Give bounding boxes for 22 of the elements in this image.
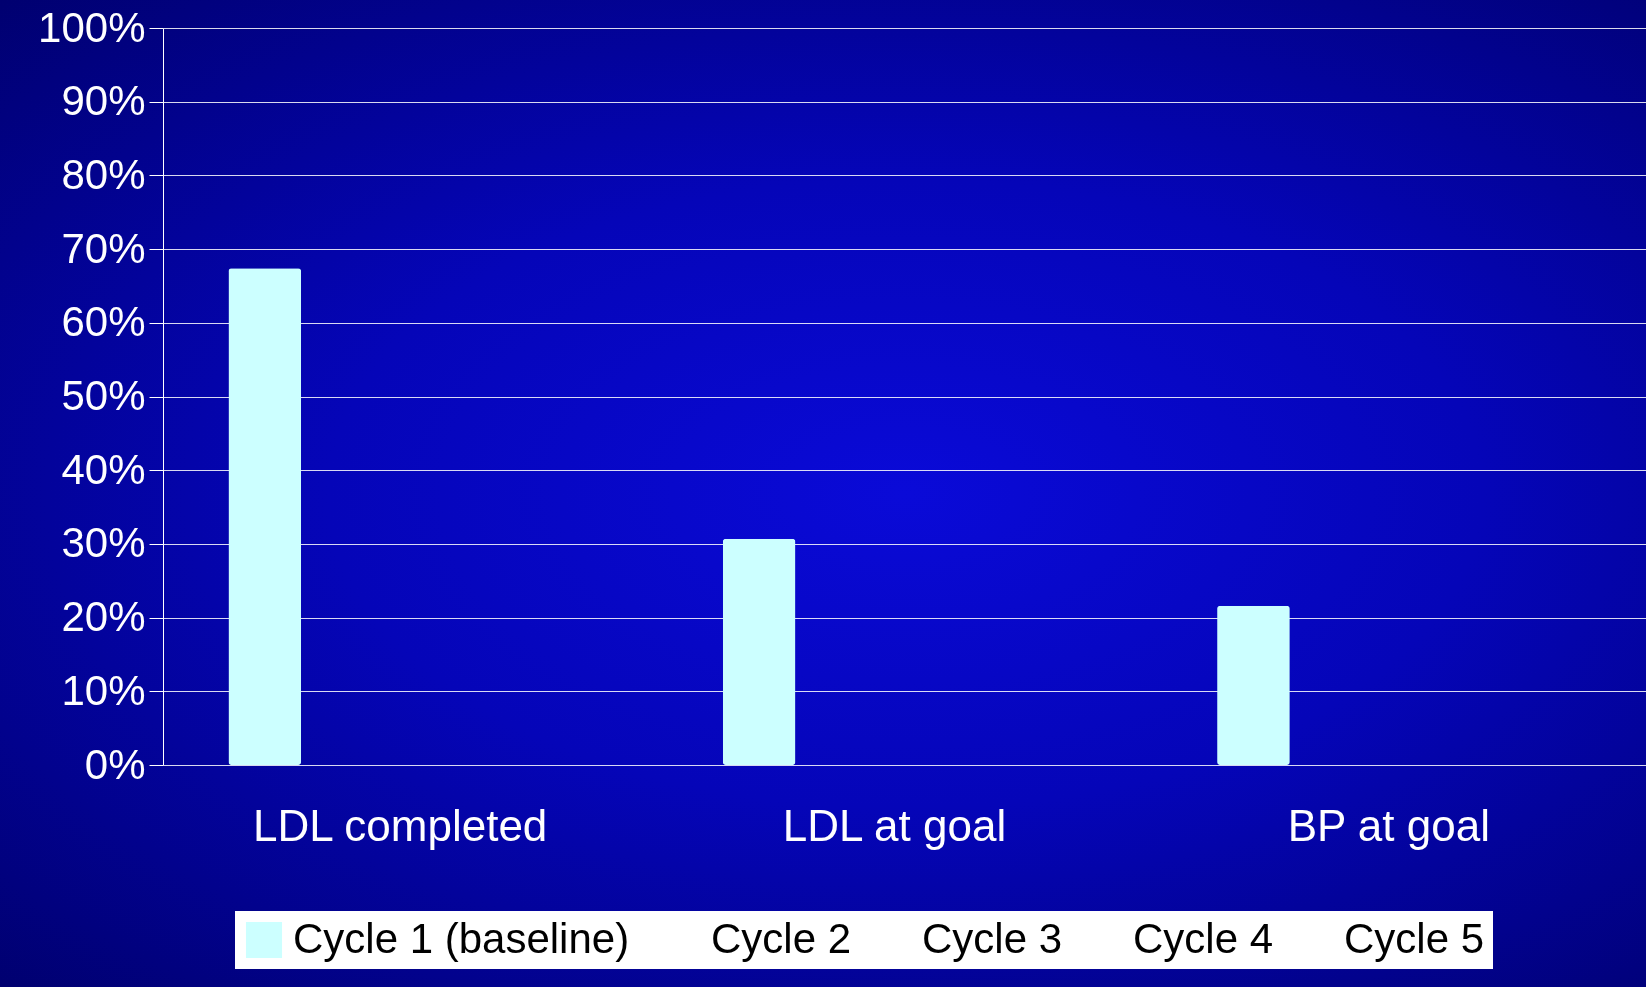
y-tick-label: 0% <box>84 740 146 788</box>
bar <box>1217 605 1290 765</box>
legend-label: Cycle 1 (baseline) <box>293 915 630 962</box>
bar <box>228 268 302 765</box>
x-tick-label: LDL completed <box>253 800 548 850</box>
text: Cycle 5 <box>1344 915 1485 962</box>
y-tick-label: 10% <box>61 666 146 714</box>
y-tick-label: 40% <box>61 445 146 493</box>
y-tick-label: 30% <box>61 519 146 567</box>
y-tick-label: 60% <box>61 298 146 346</box>
y-tick-label: 100% <box>38 3 146 51</box>
y-tick-label: 20% <box>61 593 146 641</box>
text: Cycle 4 <box>1133 915 1274 962</box>
y-tick-label: 50% <box>61 372 146 419</box>
x-tick-label: LDL at goal <box>782 800 1007 850</box>
text: Cycle 2 <box>711 915 852 962</box>
bar <box>722 538 796 765</box>
y-tick-label: 70% <box>61 224 146 272</box>
y-tick-label: 90% <box>61 77 146 125</box>
y-tick-label: 80% <box>61 150 146 198</box>
x-tick-label: BP at goal <box>1287 800 1490 850</box>
text: Cycle 3 <box>922 915 1063 962</box>
